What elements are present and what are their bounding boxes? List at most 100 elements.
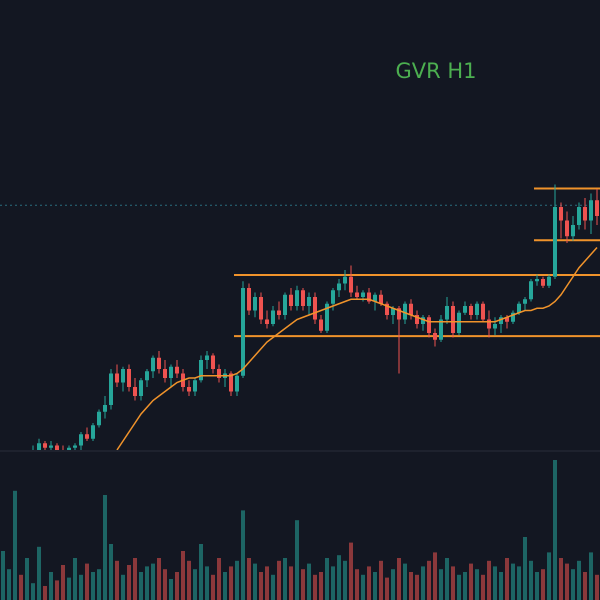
volume-bar — [559, 558, 563, 600]
volume-bar — [541, 569, 545, 600]
candle-body — [163, 369, 167, 378]
volume-bar — [217, 558, 221, 600]
volume-bar — [481, 574, 485, 600]
volume-bar — [547, 552, 551, 600]
volume-bar — [499, 572, 503, 600]
candle-body — [517, 303, 521, 313]
volume-bar — [349, 542, 353, 600]
candle-body — [583, 207, 587, 221]
candle-body — [193, 380, 197, 392]
volume-bar — [235, 560, 239, 600]
volume-bar — [139, 572, 143, 600]
volume-bar — [49, 572, 53, 600]
volume-bar — [25, 558, 29, 600]
candle-body — [535, 279, 539, 282]
moving-average — [116, 247, 598, 450]
volume-bar — [91, 572, 95, 600]
volume-bar — [193, 569, 197, 600]
candle-body — [139, 380, 143, 396]
candle-body — [511, 312, 515, 322]
candle-body — [595, 200, 599, 216]
candle-body — [415, 315, 419, 324]
volume-bar — [271, 574, 275, 600]
volume-bar — [475, 569, 479, 600]
volume-bar — [265, 566, 269, 600]
volume-bar — [439, 569, 443, 600]
candle-body — [559, 207, 563, 221]
candle-body — [553, 207, 557, 277]
volume-bar — [223, 572, 227, 600]
volume-bar — [43, 586, 47, 600]
candle-body — [523, 299, 527, 304]
candle-body — [343, 276, 347, 284]
candle-body — [349, 276, 353, 293]
volume-bar — [115, 560, 119, 600]
candle-body — [433, 333, 437, 340]
volume-bar — [391, 569, 395, 600]
volume-bar — [109, 544, 113, 600]
volume-bar — [151, 563, 155, 600]
candle-body — [97, 411, 101, 426]
volume-bar — [313, 574, 317, 600]
volume-bar — [577, 560, 581, 600]
candle-body — [211, 355, 215, 369]
candle-body — [499, 317, 503, 324]
volume-bar — [427, 560, 431, 600]
candle-body — [445, 306, 449, 320]
candle-body — [403, 303, 407, 320]
volume-bar — [157, 558, 161, 600]
candle-body — [265, 319, 269, 324]
volume-bar — [415, 574, 419, 600]
volume-bar — [229, 566, 233, 600]
volume-bar — [259, 572, 263, 600]
candle-body — [247, 288, 251, 311]
volume-bar — [553, 460, 557, 600]
volume-bar — [457, 574, 461, 600]
volume-bar — [409, 572, 413, 600]
candle-body — [169, 366, 173, 378]
candle-body — [121, 369, 125, 383]
candle-body — [589, 200, 593, 221]
volume-bar — [283, 558, 287, 600]
volume-bar — [289, 566, 293, 600]
candle-body — [37, 443, 41, 450]
volume-bar — [103, 495, 107, 600]
volume-pane — [1, 460, 599, 600]
candle-body — [331, 290, 335, 304]
candle-body — [319, 319, 323, 331]
volume-bar — [433, 552, 437, 600]
volume-bar — [487, 560, 491, 600]
candle-body — [397, 308, 401, 320]
candle-body — [271, 310, 275, 324]
candle-body — [547, 276, 551, 286]
candle-body — [43, 443, 47, 448]
volume-bar — [145, 566, 149, 600]
candle-body — [79, 434, 83, 446]
candle-body — [481, 303, 485, 320]
volume-bar — [589, 552, 593, 600]
candle-body — [127, 369, 131, 387]
candle-body — [421, 317, 425, 324]
volume-bar — [307, 563, 311, 600]
candle-body — [475, 303, 479, 315]
candle-body — [289, 294, 293, 306]
candle-body — [49, 445, 53, 448]
volume-bar — [511, 563, 515, 600]
candle-body — [241, 288, 245, 376]
candle-body — [259, 297, 263, 320]
candle-body — [283, 294, 287, 315]
candle-body — [187, 387, 191, 392]
volume-bar — [97, 569, 101, 600]
candle-body — [337, 283, 341, 291]
volume-bar — [247, 558, 251, 600]
candle-body — [109, 373, 113, 405]
volume-bar — [361, 574, 365, 600]
candle-body — [493, 324, 497, 329]
candle-body — [205, 355, 209, 360]
volume-bar — [37, 546, 41, 600]
volume-bar — [445, 558, 449, 600]
volume-bar — [1, 551, 5, 600]
candle-body — [91, 425, 95, 439]
volume-bar — [319, 572, 323, 600]
candle-body — [277, 310, 281, 315]
